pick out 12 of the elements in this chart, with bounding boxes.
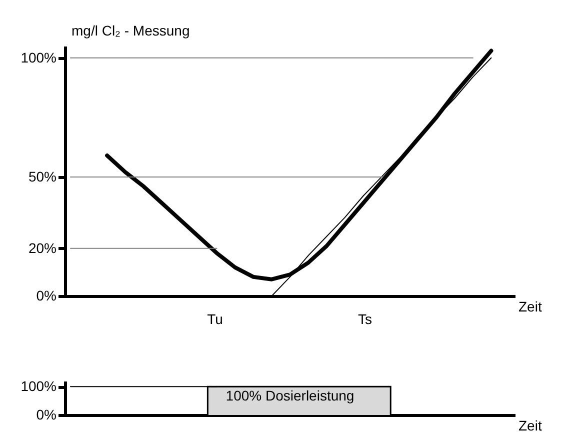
text: Tu (207, 311, 223, 327)
y-tick-label: 50% (28, 168, 56, 184)
y-tick-label: 20% (28, 240, 56, 256)
x-axis-title: Zeit (518, 298, 542, 314)
x-axis-title: Zeit (518, 418, 542, 434)
y-tick-label: 100% (20, 49, 56, 66)
y-tick-label: 0% (36, 288, 56, 304)
y-tick-label: 0% (36, 406, 56, 422)
y-axis-title: mg/l Cl₂ - Messung (72, 22, 190, 38)
annotation: 100% Dosierleistung (226, 387, 354, 404)
y-tick-label: 100% (20, 378, 56, 394)
text: Ts (358, 311, 372, 327)
